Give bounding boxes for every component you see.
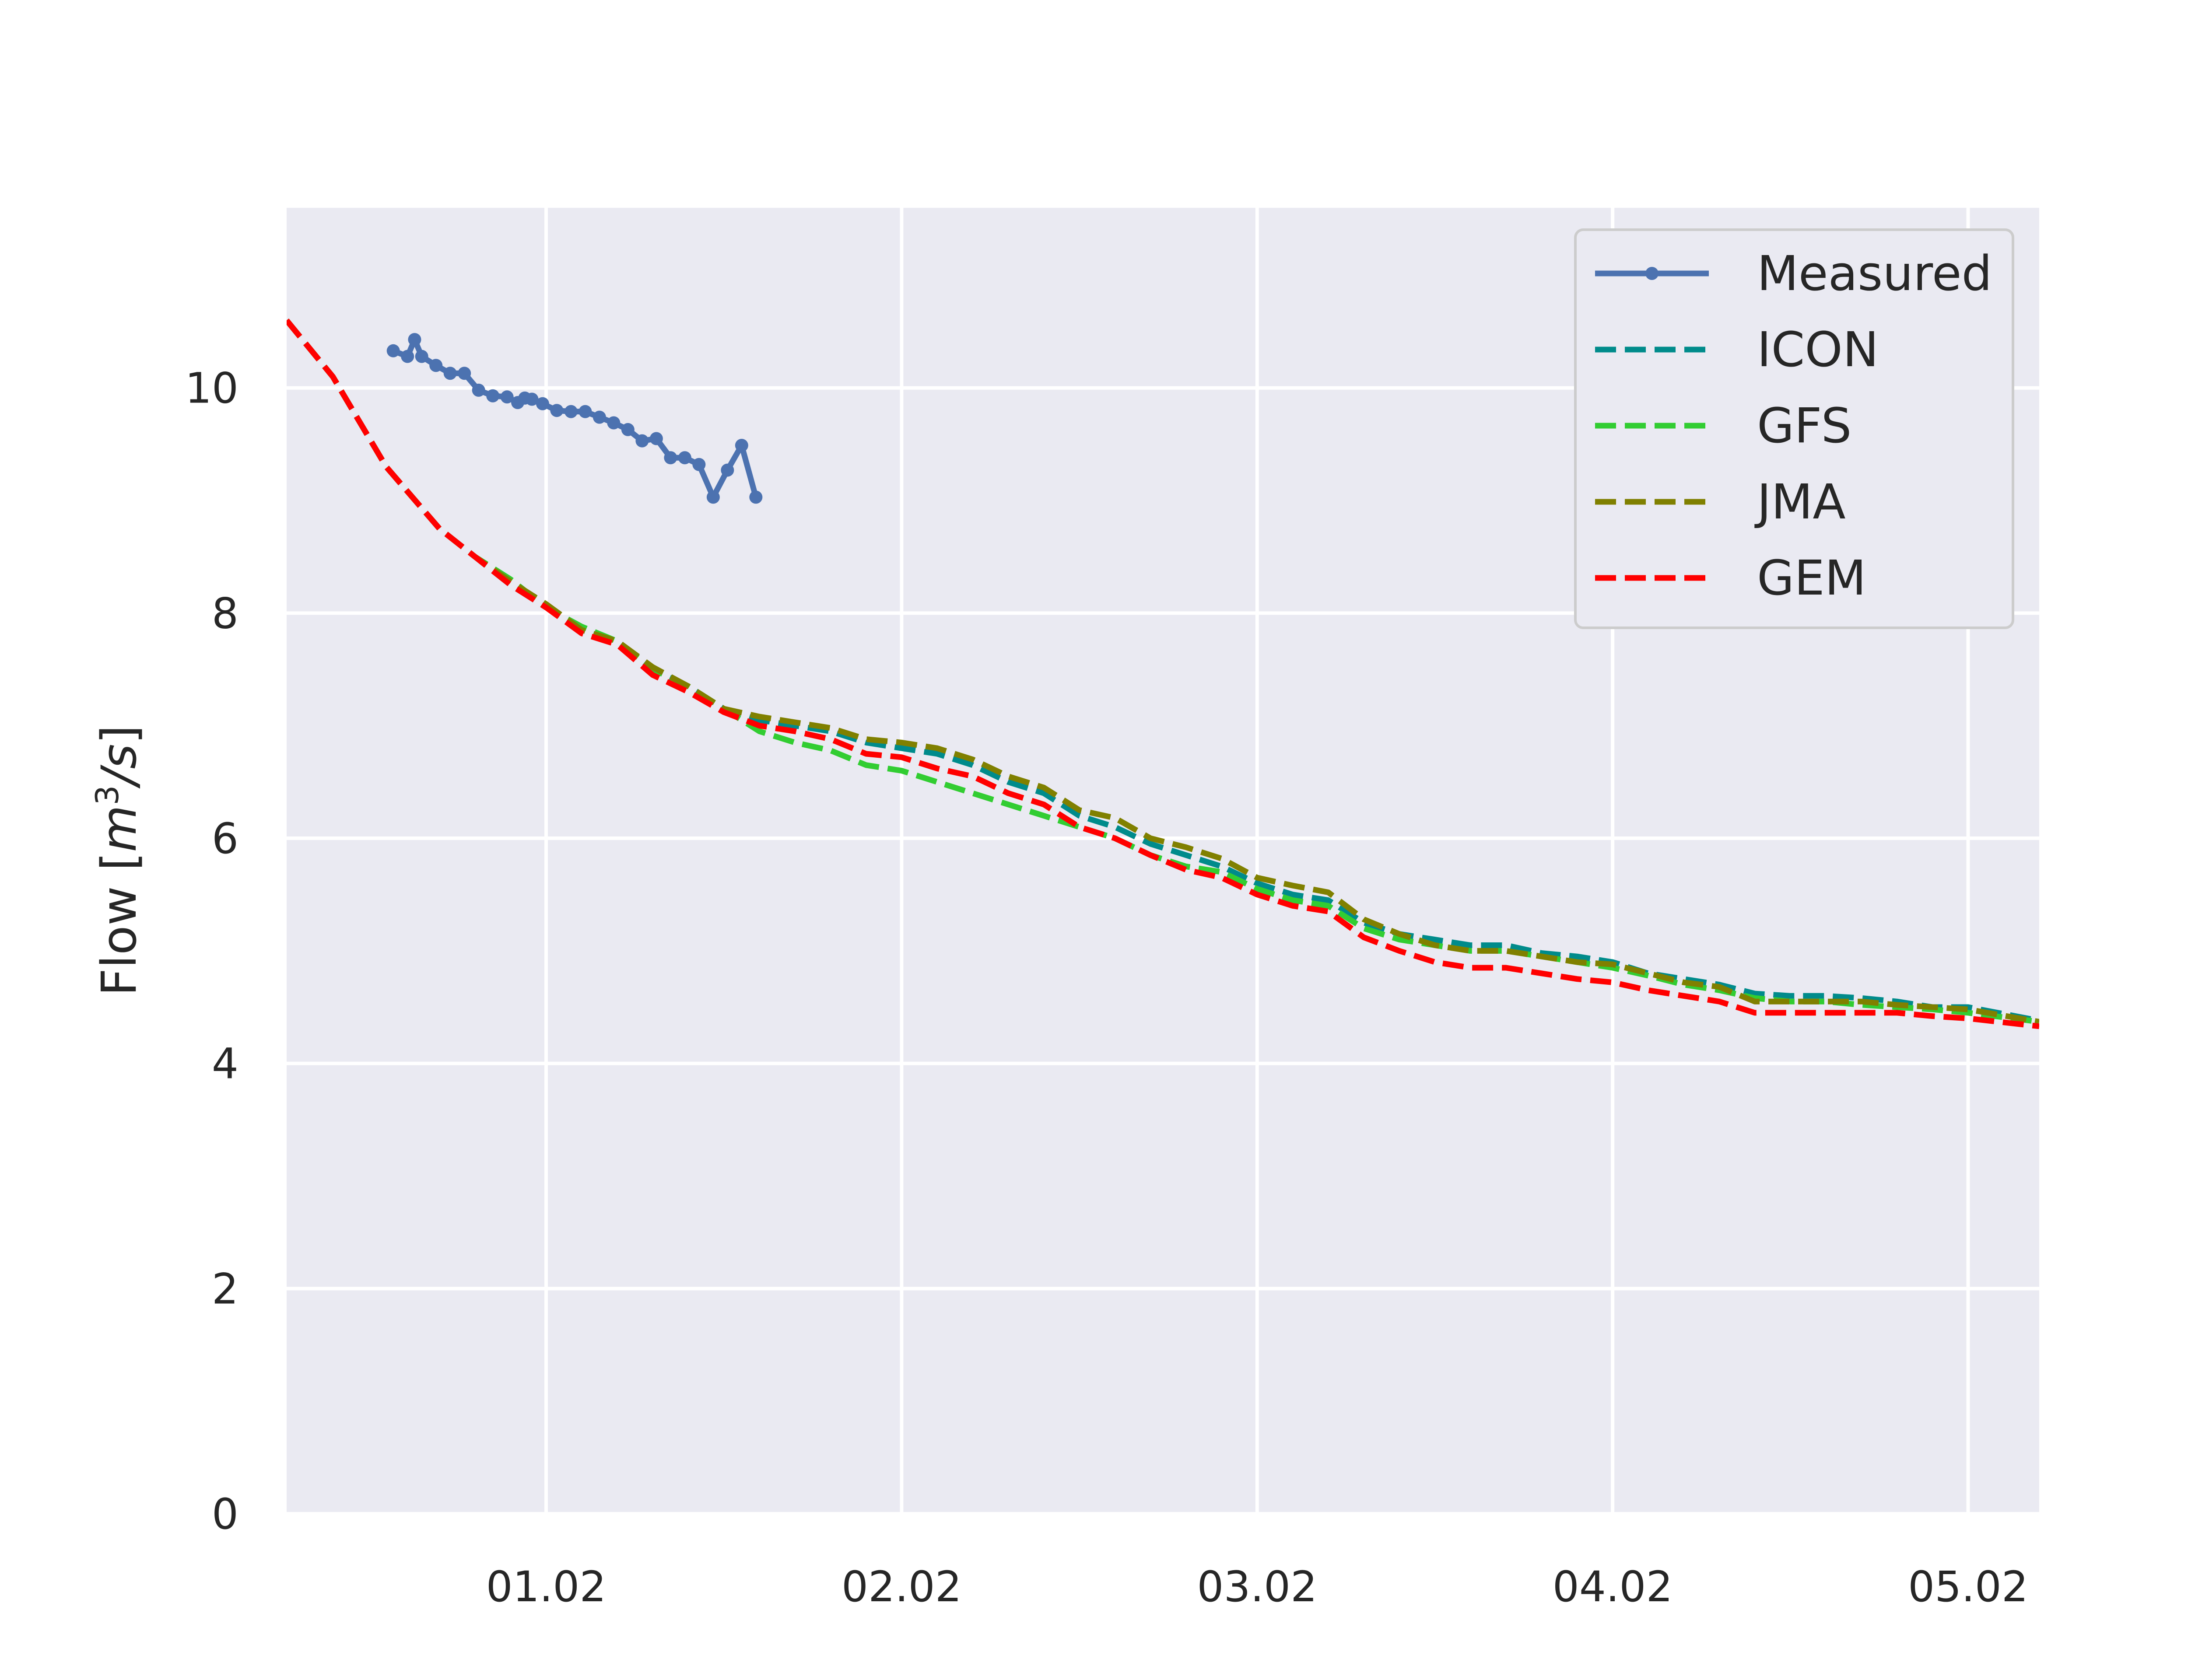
data-point-measured: [458, 367, 471, 380]
x-tick-label: 05.02: [1908, 1562, 2028, 1611]
data-point-measured: [579, 405, 592, 418]
x-tick-label: 02.02: [842, 1562, 962, 1611]
x-tick-label: 03.02: [1197, 1562, 1317, 1611]
legend-label-jma: JMA: [1754, 474, 1846, 530]
legend-label-measured: Measured: [1757, 245, 1992, 301]
data-point-measured: [593, 410, 606, 424]
data-point-measured: [706, 490, 720, 504]
legend-label-gfs: GFS: [1757, 398, 1851, 454]
data-point-measured: [721, 463, 734, 477]
data-point-measured: [472, 383, 485, 397]
data-point-measured: [692, 458, 706, 471]
y-tick-label: 4: [212, 1040, 238, 1088]
data-point-measured: [443, 367, 457, 380]
data-point-measured: [564, 405, 578, 418]
data-point-measured: [429, 359, 443, 372]
y-tick-label: 0: [212, 1490, 238, 1539]
legend-label-icon: ICON: [1757, 322, 1879, 378]
data-point-measured: [735, 438, 748, 452]
data-point-measured: [536, 397, 549, 410]
data-point-measured: [621, 423, 635, 436]
data-point-measured: [649, 432, 663, 445]
data-point-measured: [550, 404, 564, 417]
grid: [287, 208, 2039, 1516]
x-tick-label: 04.02: [1553, 1562, 1673, 1611]
y-tick-label: 8: [212, 589, 238, 638]
data-point-measured: [415, 350, 428, 363]
data-point-measured: [386, 344, 400, 357]
y-axis-label: Flow [m3/s]: [89, 725, 147, 996]
y-tick-label: 2: [212, 1264, 238, 1313]
data-point-measured: [607, 416, 621, 430]
series-line-jma: [287, 318, 2039, 1025]
y-tick-label: 10: [185, 364, 238, 413]
data-point-measured: [401, 350, 414, 363]
legend-marker-measured: [1645, 267, 1659, 280]
x-tick-labels: 01.02 02.02 03.02 04.02 05.02: [486, 1562, 2028, 1611]
data-point-measured: [525, 392, 539, 406]
legend-label-gem: GEM: [1757, 550, 1866, 606]
legend-frame: [1574, 228, 2014, 629]
series-line-gem: [287, 318, 2039, 1029]
data-point-measured: [635, 434, 649, 448]
data-point-measured: [664, 451, 677, 465]
y-tick-label: 6: [212, 814, 238, 863]
data-point-measured: [678, 451, 691, 465]
legend: Measured ICON GFS JMA GEM: [1574, 228, 2014, 629]
y-tick-labels: 0 2 4 6 8 10: [185, 364, 238, 1539]
x-tick-label: 01.02: [486, 1562, 607, 1611]
data-point-measured: [486, 389, 500, 402]
data-point-measured: [408, 333, 421, 346]
data-point-measured: [749, 490, 763, 504]
series-layer: [287, 318, 2039, 1029]
data-point-measured: [500, 390, 514, 404]
